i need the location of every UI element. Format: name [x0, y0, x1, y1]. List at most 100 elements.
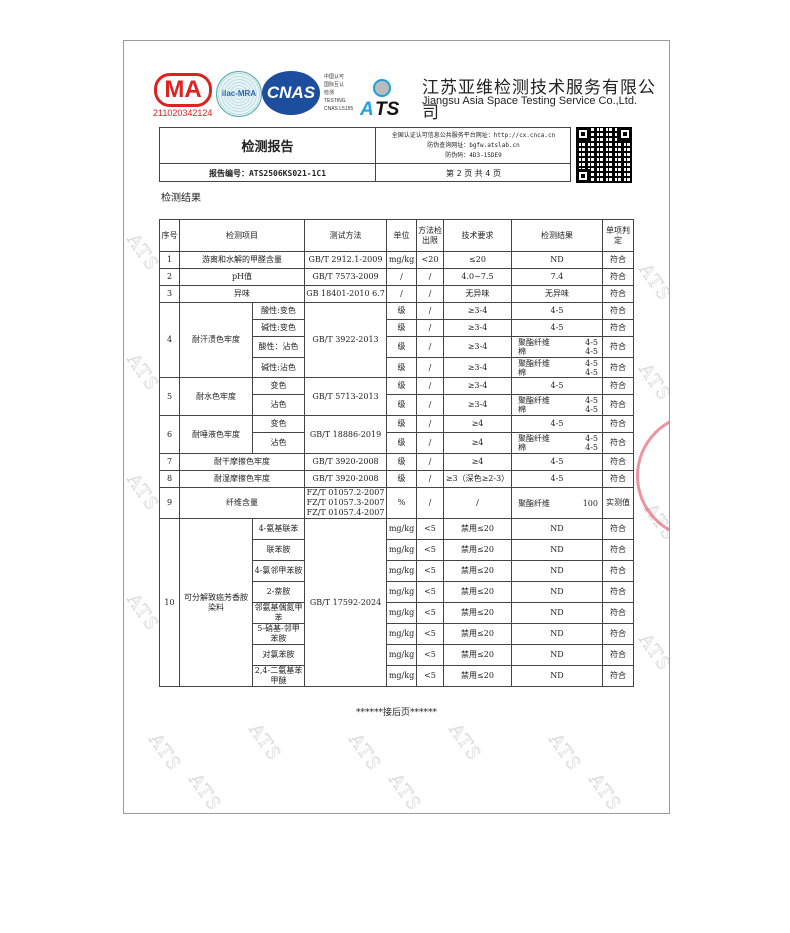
- detection-limit: <5: [416, 665, 444, 687]
- result-material: 棉: [518, 443, 526, 452]
- verify-code: 防伪码：4D3-15DE9: [445, 151, 502, 159]
- table-row: 邻氨基偶氮甲苯 mg/kg <5 禁用≤20 ND 符合: [160, 602, 634, 624]
- watermark: ATS: [344, 728, 387, 776]
- item-number: 8: [159, 470, 180, 488]
- result-material: 聚酯纤维: [518, 434, 550, 443]
- cnas-text-line: CNAS L5155: [324, 106, 354, 112]
- result: 聚酯纤维 4-5 棉 4-5: [511, 432, 603, 454]
- cnas-text-line: TESTING: [324, 98, 346, 104]
- table-row: 沾色 级 / ≥3-4 聚酯纤维 4-5 棉 4-5 符合: [160, 394, 634, 416]
- item-name: 耐干摩擦色牢度: [179, 453, 305, 471]
- detection-limit: /: [416, 415, 444, 433]
- verdict: 符合: [602, 336, 634, 358]
- item-name: 游离和水解的甲醛含量: [179, 251, 305, 269]
- verify-site[interactable]: 防伪查询网址：bgfw.atslab.cn: [427, 141, 520, 149]
- result: ND: [511, 644, 603, 666]
- requirement: ≥3（深色≥2-3）: [443, 470, 512, 488]
- unit: mg/kg: [386, 581, 417, 603]
- results-table: 序号 检测项目 测试方法 单位 方法检出限 技术要求 检测结果 单项判定 1 游离和水解的甲醛含量…: [159, 219, 634, 687]
- requirement: 禁用≤20: [443, 518, 512, 540]
- header-unit: 单位: [386, 219, 417, 252]
- requirement: 禁用≤20: [443, 539, 512, 561]
- result: 4-5: [511, 415, 603, 433]
- table-row: 6 耐唾液色牢度 变色 GB/T 18886-2019 级 / ≥4 4-5 符合: [159, 415, 634, 454]
- unit: mg/kg: [386, 560, 417, 582]
- continued-note: ******接后页******: [355, 708, 437, 718]
- test-method: GB/T 7573-2009: [304, 268, 387, 286]
- result-material: 棉: [518, 347, 526, 356]
- result-material: 聚酯纤维: [518, 498, 550, 508]
- test-method: GB 18401-2010 6.7: [304, 285, 387, 303]
- verdict: 符合: [602, 377, 634, 395]
- verdict: 符合: [602, 623, 634, 645]
- result: 聚酯纤维 100: [511, 487, 603, 519]
- requirement: 4.0~7.5: [443, 268, 512, 286]
- detection-limit: <5: [416, 602, 444, 624]
- item-number: 2: [159, 268, 180, 286]
- table-row: 8 耐湿摩擦色牢度 GB/T 3920-2008 级 / ≥3（深色≥2-3） 4-5 符合: [159, 470, 634, 488]
- detection-limit: /: [416, 377, 444, 395]
- test-method: GB/T 3922-2013: [304, 302, 387, 378]
- requirement: ≤20: [443, 251, 512, 269]
- result: 无异味: [511, 285, 603, 303]
- verdict: 符合: [602, 453, 634, 471]
- header-method: 测试方法: [304, 219, 387, 252]
- requirement: ≥3-4: [443, 377, 512, 395]
- cma-number: 211020342124: [153, 108, 213, 118]
- item-name: 异味: [179, 285, 305, 303]
- requirement: 无异味: [443, 285, 512, 303]
- verdict: 符合: [602, 602, 634, 624]
- cnas-logo: CNAS: [262, 71, 320, 115]
- company-name-en: Jiangsu Asia Space Testing Service Co.,L…: [422, 95, 638, 107]
- unit: 级: [386, 394, 417, 416]
- detection-limit: <5: [416, 539, 444, 561]
- unit: mg/kg: [386, 644, 417, 666]
- result-material: 聚酯纤维: [518, 338, 550, 347]
- verdict: 符合: [602, 285, 634, 303]
- item-number: 9: [159, 487, 180, 519]
- result-value: 4-5: [585, 347, 598, 356]
- requirement: /: [443, 487, 512, 519]
- detection-limit: /: [416, 285, 444, 303]
- result: ND: [511, 581, 603, 603]
- test-method: GB/T 2912.1-2009: [304, 251, 387, 269]
- unit: mg/kg: [386, 518, 417, 540]
- result-material: 聚酯纤维: [518, 396, 550, 405]
- unit: 级: [386, 470, 417, 488]
- unit: mg/kg: [386, 539, 417, 561]
- table-row: 沾色 级 / ≥4 聚酯纤维 4-5 棉 4-5 符合: [160, 432, 634, 454]
- item-name: pH值: [179, 268, 305, 286]
- verdict: 实测值: [602, 487, 634, 519]
- unit: 级: [386, 319, 417, 337]
- requirement: 禁用≤20: [443, 581, 512, 603]
- test-method: GB/T 17592-2024: [304, 518, 387, 687]
- detection-limit: /: [416, 394, 444, 416]
- cnca-url[interactable]: 全国认证认可信息公共服务平台网址：http://cx.cnca.cn: [391, 131, 556, 139]
- header-no: 序号: [159, 219, 180, 252]
- detection-limit: <5: [416, 623, 444, 645]
- table-row: 4-氯邻甲苯胺 mg/kg <5 禁用≤20 ND 符合: [160, 560, 634, 582]
- result-value: 4-5: [585, 338, 598, 347]
- table-row: 10 可分解致癌芳香胺染料 4-氨基联苯 GB/T 17592-2024 mg/kg <5…: [159, 518, 634, 687]
- result: ND: [511, 539, 603, 561]
- svg-text:TS: TS: [375, 99, 400, 116]
- requirement: ≥3-4: [443, 302, 512, 320]
- result: 4-5: [511, 319, 603, 337]
- result: 4-5: [511, 453, 603, 471]
- detection-limit: <5: [416, 644, 444, 666]
- requirement: 禁用≤20: [443, 623, 512, 645]
- report-page: ATS ATS ATS ATS ATS ATS ATS ATS ATS ATS ATS ATS ATS A…: [123, 40, 670, 814]
- watermark: ATS: [584, 768, 627, 814]
- unit: 级: [386, 432, 417, 454]
- item-name: 耐唾液色牢度: [179, 415, 253, 454]
- test-method: FZ/T 01057.2-2007 FZ/T 01057.3-2007 FZ/T…: [304, 487, 387, 519]
- watermark: ATS: [123, 468, 165, 516]
- table-row: 3 异味 GB 18401-2010 6.7// 无异味 无异味 符合: [159, 285, 634, 303]
- section-title: 检测结果: [161, 193, 201, 204]
- watermark: ATS: [444, 718, 487, 766]
- test-method: GB/T 5713-2013: [304, 377, 387, 416]
- result: 聚酯纤维 4-5 棉 4-5: [511, 394, 603, 416]
- detection-limit: <5: [416, 560, 444, 582]
- detection-limit: /: [416, 357, 444, 378]
- sub-item-name: 变色: [252, 377, 305, 395]
